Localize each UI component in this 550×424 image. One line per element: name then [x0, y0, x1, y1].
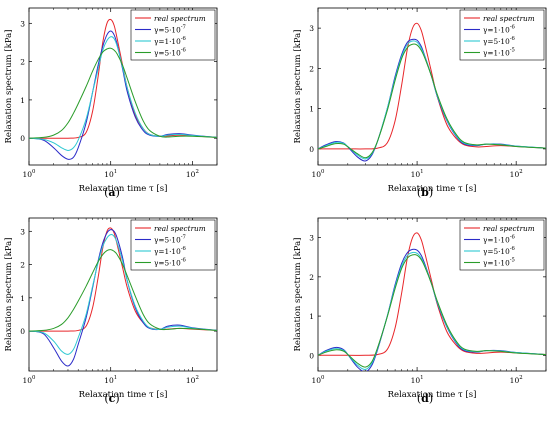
y-tick-label: 2	[309, 64, 314, 73]
series-line-3	[318, 43, 546, 159]
legend: real spectrum γ=1·10-6γ=5·10-6 γ=1·10-5	[459, 219, 545, 271]
y-tick-label: 0	[20, 327, 25, 336]
series-group	[318, 22, 546, 162]
y-axis-label: Relaxation spectrum [kPa]	[4, 237, 14, 351]
y-tick-label: 3	[20, 227, 25, 236]
x-axis-label: Relaxation time τ [s]	[79, 390, 168, 400]
y-tick-label: 1	[309, 105, 314, 114]
legend-entry: γ=1·10-5	[483, 48, 515, 58]
plot-frame	[317, 7, 547, 166]
x-tick-label: 100	[23, 169, 37, 179]
y-tick-label: 0	[309, 145, 314, 154]
y-tick-label: 2	[20, 261, 25, 270]
panel-label: (a)	[104, 186, 120, 199]
series-line-3	[29, 249, 217, 332]
series-line-3	[318, 254, 546, 368]
legend-entry: γ=1·10-6	[483, 25, 516, 35]
series-group	[318, 232, 546, 371]
panel-label: (c)	[104, 392, 119, 405]
chart-panel-c: 0 1 2 3 100 101 102 Relaxation time τ [s] Relaxa…	[4, 217, 218, 405]
x-tick-label: 101	[411, 169, 424, 179]
legend-entry: γ=5·10-7	[154, 235, 186, 245]
x-axis-label: Relaxation time τ [s]	[388, 390, 477, 400]
y-tick-label: 3	[309, 234, 314, 243]
x-tick-label: 101	[104, 169, 117, 179]
legend-entry: real spectrum	[483, 224, 535, 233]
x-axis-label: Relaxation time τ [s]	[388, 184, 477, 194]
legend: real spectrum γ=5·10-7γ=1·10-6 γ=5·10-6	[130, 219, 216, 271]
x-tick-label: 102	[186, 375, 199, 385]
legend-entry: γ=5·10-6	[483, 246, 516, 256]
legend-entry: γ=5·10-6	[154, 48, 187, 58]
chart-panel-a: 0 1 2 3 100 101 102 Relaxation time τ [s] Relaxa…	[4, 7, 218, 199]
y-tick-label: 1	[20, 294, 25, 303]
x-tick-label: 100	[312, 169, 326, 179]
x-tick-label: 102	[510, 375, 523, 385]
plot-frame	[28, 7, 218, 166]
panel-label: (b)	[417, 186, 433, 199]
plot-frame	[28, 217, 218, 372]
y-tick-label: 1	[309, 312, 314, 321]
legend-entry: γ=1·10-6	[483, 235, 516, 245]
chart-panel-b: 0 1 2 3 100 101 102 Relaxation time τ [s] Relaxa…	[293, 7, 547, 199]
legend-entry: γ=5·10-6	[154, 258, 187, 268]
legend-entry: γ=1·10-5	[483, 258, 515, 268]
y-tick-label: 2	[20, 58, 25, 67]
legend-entry: γ=1·10-6	[154, 36, 187, 46]
x-tick-label: 100	[312, 375, 326, 385]
x-tick-label: 102	[186, 169, 199, 179]
y-tick-label: 1	[20, 96, 25, 105]
series-line-3	[29, 47, 217, 139]
legend-entry: real spectrum	[154, 224, 206, 233]
y-tick-label: 3	[309, 24, 314, 33]
y-tick-label: 2	[309, 273, 314, 282]
y-tick-label: 3	[20, 19, 25, 28]
y-tick-label: 0	[20, 134, 25, 143]
legend-entry: γ=5·10-7	[154, 25, 186, 35]
legend-entry: real spectrum	[483, 14, 535, 23]
x-tick-label: 102	[510, 169, 523, 179]
legend-entry: γ=1·10-6	[154, 246, 187, 256]
x-tick-label: 101	[411, 375, 424, 385]
x-axis-label: Relaxation time τ [s]	[79, 184, 168, 194]
y-tick-label: 0	[309, 351, 314, 360]
legend: real spectrum γ=5·10-7γ=1·10-6 γ=5·10-6	[130, 9, 216, 61]
panel-label: (d)	[417, 392, 433, 405]
series-line-1	[318, 38, 546, 162]
legend-entry: real spectrum	[154, 14, 206, 23]
series-line-0	[318, 232, 546, 356]
x-tick-label: 100	[23, 375, 37, 385]
legend-entry: γ=5·10-6	[483, 36, 516, 46]
y-axis-label: Relaxation spectrum [kPa]	[293, 29, 303, 143]
series-group	[29, 18, 217, 160]
chart-panel-d: 0 1 2 3 100 101 102 Relaxation time τ [s] Relaxa…	[293, 217, 547, 405]
x-tick-label: 101	[104, 375, 117, 385]
series-group	[29, 227, 217, 367]
y-axis-label: Relaxation spectrum [kPa]	[4, 29, 14, 143]
legend: real spectrum γ=1·10-6γ=5·10-6 γ=1·10-5	[459, 9, 545, 61]
y-axis-label: Relaxation spectrum [kPa]	[293, 237, 303, 351]
series-line-0	[318, 22, 546, 150]
plot-frame	[317, 217, 547, 372]
